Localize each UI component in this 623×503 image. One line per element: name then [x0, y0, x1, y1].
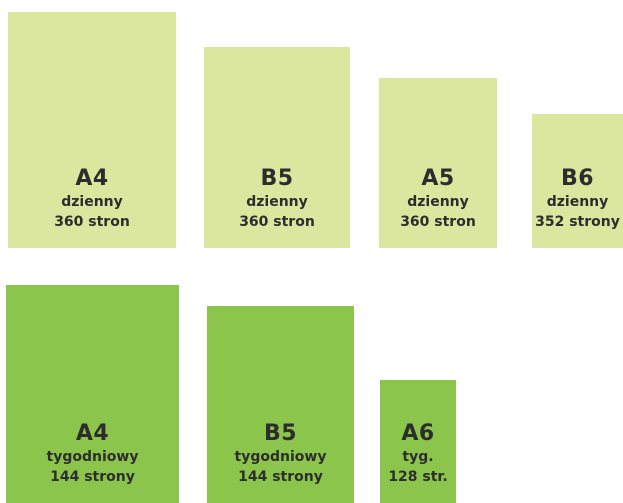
page-count: 144 strony — [50, 469, 135, 485]
page-count: 144 strony — [238, 469, 323, 485]
page-count: 360 stron — [239, 214, 315, 230]
page-count: 360 stron — [400, 214, 476, 230]
format-card-daily-a4: A4 dzienny 360 stron — [8, 12, 176, 248]
format-card-daily-a5: A5 dzienny 360 stron — [379, 78, 497, 248]
planner-type: tygodniowy — [46, 449, 139, 465]
planner-type: tyg. — [402, 449, 434, 465]
planner-type: tygodniowy — [234, 449, 327, 465]
format-label: A4 — [75, 421, 110, 446]
planner-type: dzienny — [246, 194, 308, 210]
page-count: 128 str. — [388, 469, 448, 485]
format-label: A6 — [401, 421, 435, 446]
format-card-daily-b6: B6 dzienny 352 strony — [532, 114, 623, 248]
page-count: 352 strony — [535, 214, 620, 230]
planner-type: dzienny — [61, 194, 123, 210]
format-label: A4 — [75, 166, 109, 191]
format-label: B6 — [560, 166, 595, 191]
format-card-daily-b5: B5 dzienny 360 stron — [204, 47, 350, 248]
page-count: 360 stron — [54, 214, 130, 230]
planner-type: dzienny — [546, 194, 609, 210]
format-card-weekly-a4: A4 tygodniowy 144 strony — [6, 285, 179, 503]
format-label: B5 — [263, 421, 298, 446]
format-label: B5 — [260, 166, 294, 191]
planner-type: dzienny — [407, 194, 469, 210]
format-card-weekly-a6: A6 tyg. 128 str. — [380, 380, 456, 503]
format-card-weekly-b5: B5 tygodniowy 144 strony — [207, 306, 354, 503]
format-label: A5 — [421, 166, 455, 191]
